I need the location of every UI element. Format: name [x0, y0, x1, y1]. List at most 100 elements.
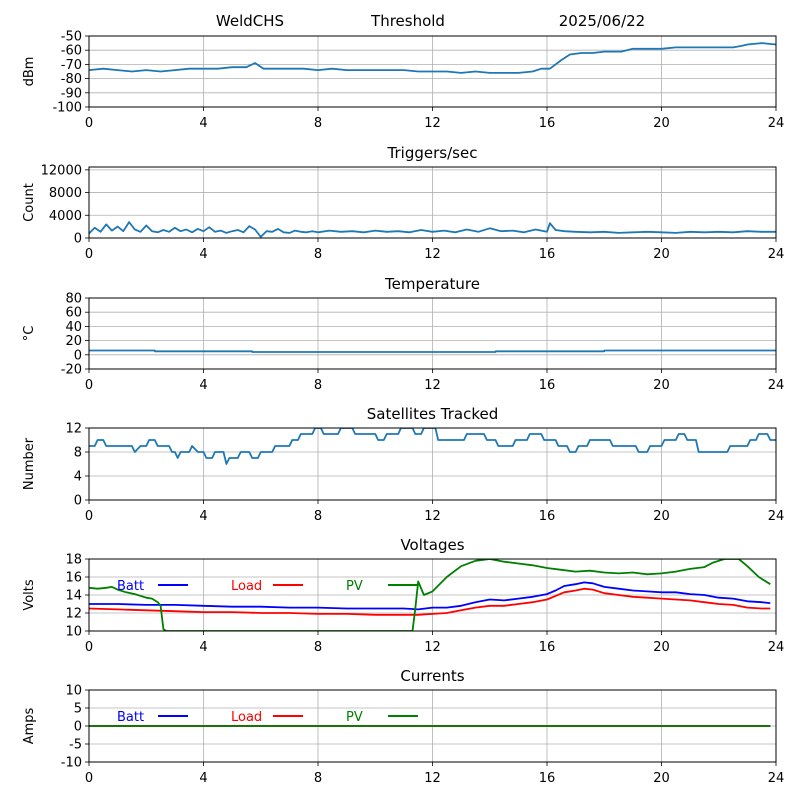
x-tick-label: 24 [768, 378, 785, 393]
y-tick-label: 5 [74, 702, 82, 717]
panel-title: Currents [400, 667, 464, 685]
legend-label-pv: PV [346, 579, 363, 594]
plot-frame [88, 35, 777, 108]
y-axis-label: Count [22, 183, 37, 222]
y-tick-label: 8000 [49, 186, 82, 201]
series-line-batt [89, 581, 771, 611]
x-tick-label: 0 [85, 640, 93, 655]
y-tick-label: 60 [65, 306, 82, 321]
x-tick-label: 8 [314, 509, 322, 524]
x-tick-label: 20 [653, 771, 670, 786]
chart-panel-3: 0 4 8 12 0 4 8 12 16 20 24 Satellites Tracked Number [22, 405, 784, 524]
x-tick-label: 0 [85, 509, 93, 524]
x-tick-label: 12 [424, 378, 441, 393]
x-tick-label: 4 [199, 509, 207, 524]
y-tick-label: -50 [61, 30, 82, 45]
x-tick-label: 4 [199, 378, 207, 393]
series-line-pv [89, 559, 771, 631]
chart-panel-5: -10 -5 0 5 10 0 4 8 12 16 20 24 Currents Amps Batt Load… [22, 667, 784, 786]
x-tick-label: 12 [424, 116, 441, 131]
y-tick-label: -10 [61, 756, 82, 771]
header-mode: Threshold [370, 12, 445, 30]
x-tick-label: 0 [85, 771, 93, 786]
x-tick-label: 4 [199, 247, 207, 262]
y-tick-label: -90 [61, 86, 82, 101]
x-tick-label: 8 [314, 247, 322, 262]
legend-label-batt: Batt [117, 710, 144, 725]
x-tick-label: 8 [314, 378, 322, 393]
x-tick-label: 4 [199, 640, 207, 655]
x-tick-label: 24 [768, 247, 785, 262]
x-tick-label: 24 [768, 509, 785, 524]
x-tick-label: 20 [653, 247, 670, 262]
x-tick-label: 4 [199, 771, 207, 786]
x-tick-label: 0 [85, 116, 93, 131]
x-tick-label: 20 [653, 509, 670, 524]
y-tick-label: 80 [65, 292, 82, 307]
x-tick-label: 0 [85, 247, 93, 262]
y-axis-label: dBm [22, 57, 37, 87]
x-tick-label: 16 [539, 640, 556, 655]
y-tick-label: 4 [74, 470, 82, 485]
x-tick-label: 4 [199, 116, 207, 131]
x-tick-label: 8 [314, 640, 322, 655]
x-tick-label: 20 [653, 378, 670, 393]
plot-frame [88, 297, 777, 370]
legend-label-batt: Batt [117, 579, 144, 594]
x-tick-label: 20 [653, 640, 670, 655]
x-tick-label: 12 [424, 640, 441, 655]
chart-panel-1: 0 4000 8000 12000 0 4 8 12 16 20 24 Triggers/sec Cou… [22, 144, 784, 262]
plot-frame [88, 166, 777, 239]
x-tick-label: 16 [539, 116, 556, 131]
x-tick-label: 24 [768, 116, 785, 131]
y-tick-label: -60 [61, 44, 82, 59]
y-tick-label: 0 [74, 720, 82, 735]
panel-title: Temperature [384, 275, 480, 293]
legend-label-load: Load [231, 710, 262, 725]
y-tick-label: 12 [65, 607, 82, 622]
y-tick-label: 0 [74, 348, 82, 363]
y-axis-label: °C [22, 326, 37, 342]
y-tick-label: -70 [61, 58, 82, 73]
x-tick-label: 8 [314, 771, 322, 786]
y-tick-label: -5 [69, 738, 82, 753]
y-tick-label: 12 [65, 422, 82, 437]
y-tick-label: -100 [52, 101, 82, 116]
x-tick-label: 12 [424, 509, 441, 524]
y-tick-label: 14 [65, 589, 82, 604]
y-tick-label: 20 [65, 334, 82, 349]
y-axis-label: Number [22, 437, 37, 490]
y-tick-label: -80 [61, 72, 82, 87]
y-tick-label: 4000 [49, 209, 82, 224]
x-tick-label: 0 [85, 378, 93, 393]
x-tick-label: 20 [653, 116, 670, 131]
panel-title: Triggers/sec [387, 144, 478, 162]
x-tick-label: 8 [314, 116, 322, 131]
y-axis-label: Volts [22, 579, 37, 611]
y-axis-label: Amps [22, 707, 37, 744]
y-tick-label: 10 [65, 625, 82, 640]
x-tick-label: 16 [539, 771, 556, 786]
y-tick-label: 40 [65, 320, 82, 335]
plot-frame [88, 689, 777, 763]
x-tick-label: 16 [539, 378, 556, 393]
y-tick-label: 16 [65, 571, 82, 586]
series-line-0 [89, 428, 776, 465]
x-tick-label: 16 [539, 509, 556, 524]
series-line-load [89, 587, 771, 616]
y-tick-label: 0 [74, 494, 82, 509]
panel-title: Voltages [400, 536, 464, 554]
y-tick-label: 12000 [41, 163, 82, 178]
series-line-0 [89, 349, 776, 353]
series-line-0 [89, 42, 776, 74]
x-tick-label: 12 [424, 247, 441, 262]
y-tick-label: -20 [61, 363, 82, 378]
legend-label-load: Load [231, 579, 262, 594]
plot-frame [88, 558, 777, 632]
x-tick-label: 24 [768, 771, 785, 786]
x-tick-label: 16 [539, 247, 556, 262]
x-tick-label: 12 [424, 771, 441, 786]
